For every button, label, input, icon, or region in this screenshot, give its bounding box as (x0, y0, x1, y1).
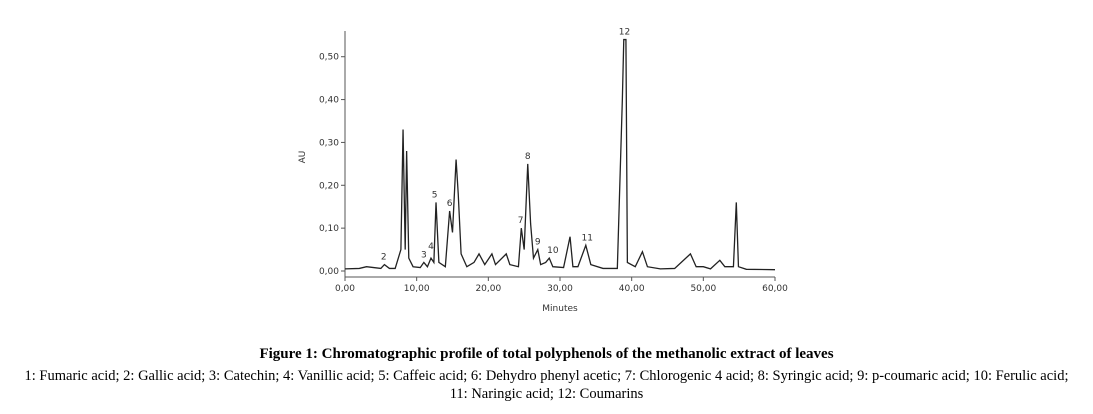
y-tick-label: 0,40 (319, 96, 339, 106)
x-tick-label: 30,00 (547, 284, 573, 294)
peak-label: 6 (447, 199, 453, 209)
peak-label: 10 (547, 246, 559, 256)
peak-label: 9 (535, 238, 541, 248)
y-tick-label: 0,00 (319, 267, 339, 277)
peak-label: 3 (421, 250, 427, 260)
x-tick-label: 50,00 (690, 284, 716, 294)
chromatogram-trace (344, 38, 776, 271)
x-axis-label: Minutes (542, 304, 578, 314)
peak-label: 2 (381, 253, 387, 263)
peak-label: 4 (428, 242, 434, 252)
y-tick-label: 0,10 (319, 224, 339, 234)
x-tick-label: 60,00 (762, 284, 788, 294)
chart: AU Minutes 0,00 0,10 0,20 0,30 0,40 0,50 0,00 1… (298, 28, 788, 314)
x-tick-label: 40,00 (619, 284, 645, 294)
x-tick-label: 20,00 (475, 284, 501, 294)
peak-label: 7 (518, 216, 524, 226)
y-axis-label: AU (298, 151, 308, 164)
caption-text: 1: Fumaric acid; 2: Gallic acid; 3: Cate… (24, 368, 1069, 402)
x-tick-label: 0,00 (335, 284, 355, 294)
peak-label: 12 (619, 28, 630, 38)
x-tick-label: 10,00 (404, 284, 430, 294)
caption-title: Figure 1: Chromatographic profile of tot… (259, 346, 834, 362)
y-tick-label: 0,50 (319, 53, 339, 63)
peak-label: 11 (582, 233, 593, 243)
peak-label: 5 (432, 190, 438, 200)
peak-label: 8 (525, 152, 531, 162)
y-tick-label: 0,20 (319, 181, 339, 191)
y-tick-label: 0,30 (319, 138, 339, 148)
